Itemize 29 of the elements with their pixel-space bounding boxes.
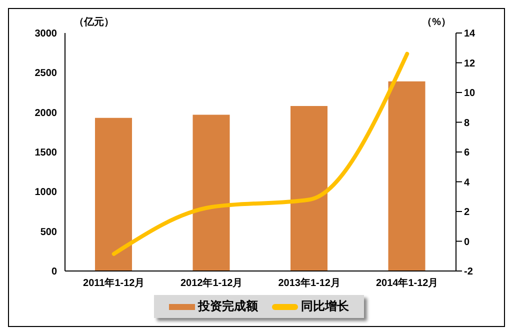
legend-label: 投资完成额 [198, 298, 258, 315]
bar [95, 118, 132, 271]
y2-tick-label: 6 [464, 148, 470, 159]
y-tick-label: 500 [40, 226, 58, 238]
x-tick-label: 2013年1-12月 [278, 277, 341, 290]
bar [388, 81, 426, 271]
y2-tick-label: 12 [464, 58, 476, 70]
y-tick-label: 2000 [34, 108, 58, 119]
x-tick-label: 2012年1-12月 [180, 277, 243, 290]
x-tick-label: 2014年1-12月 [376, 277, 438, 290]
x-tick-label: 2011年1-12月 [83, 277, 145, 290]
y2-axis-title: （%） [422, 17, 451, 28]
y2-tick-label: 8 [464, 118, 470, 129]
y2-tick-label: 2 [464, 207, 470, 218]
legend-label: 同比增长 [301, 298, 349, 315]
bar [192, 114, 230, 271]
y-tick-label: 0 [51, 266, 58, 278]
y2-tick-label: 10 [464, 88, 476, 100]
y2-tick-label: -2 [464, 266, 474, 278]
y2-tick-label: 0 [464, 236, 470, 248]
y2-tick-label: 14 [464, 28, 476, 40]
y-tick-label: 1500 [34, 148, 58, 159]
y-tick-label: 3000 [34, 28, 58, 40]
line-series [112, 52, 410, 256]
y-axis-title: （亿元） [74, 16, 114, 28]
bar [290, 106, 328, 271]
y2-tick-label: 4 [464, 177, 470, 188]
y-tick-label: 1000 [34, 187, 58, 198]
y-tick-label: 2500 [34, 68, 58, 80]
